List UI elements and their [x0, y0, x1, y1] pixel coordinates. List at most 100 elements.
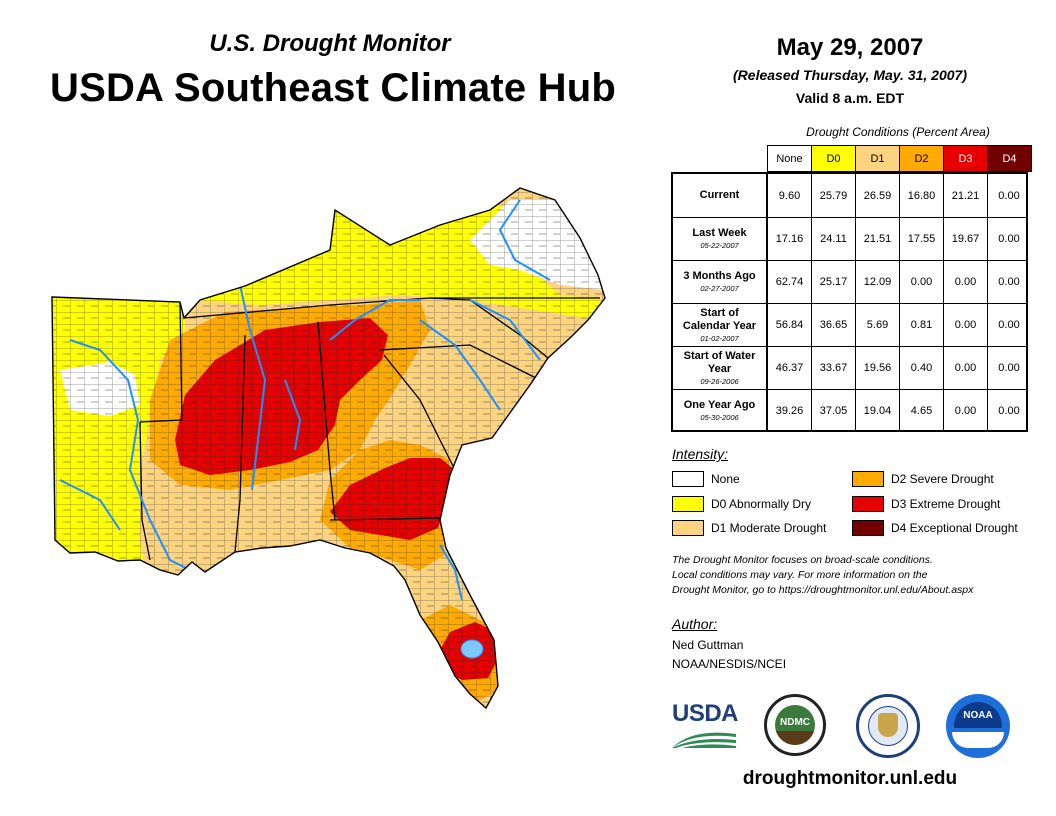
legend-label: D4 Exceptional Drought [891, 521, 1018, 535]
legend-swatch [852, 520, 884, 536]
ndmc-logo-text: NDMC [780, 717, 810, 728]
table-cell: 46.37 [768, 347, 812, 389]
legend-swatch [672, 520, 704, 536]
noaa-logo-text: NOAA [963, 710, 993, 721]
release-date: (Released Thursday, May. 31, 2007) [733, 67, 967, 83]
table-cell: 39.26 [768, 390, 812, 432]
column-header-d3: D3 [943, 145, 988, 172]
table-cell: 37.05 [812, 390, 856, 432]
table-cell: 0.00 [998, 189, 1020, 202]
valid-time: Valid 8 a.m. EDT [795, 90, 905, 106]
lake-okeechobee [460, 639, 484, 659]
legend-swatch [672, 496, 704, 512]
row-label: One Year Ago 05-30-2006 [673, 390, 768, 432]
legend-swatch [852, 496, 884, 512]
table-cell: 0.81 [900, 304, 944, 346]
table-cell: 19.04 [856, 390, 900, 432]
row-label-text: 3 Months Ago [683, 270, 756, 282]
row-label: Start of Calendar Year 01-02-2007 [673, 304, 768, 346]
usda-logo-hills [672, 732, 736, 748]
row-label-text: Current [699, 189, 740, 201]
state-borders [139, 297, 600, 561]
legend-title: Intensity: [672, 446, 729, 462]
row-label: Last Week 05-22-2007 [673, 218, 768, 260]
column-header-d1: D1 [855, 145, 900, 172]
column-header-d0: D0 [811, 145, 856, 172]
table-cell: 25.17 [812, 261, 856, 303]
legend-swatch [672, 471, 704, 487]
drought-note: The Drought Monitor focuses on broad-sca… [672, 553, 1042, 598]
table-cell: 0.00 [900, 261, 944, 303]
table-cell: 21.51 [856, 218, 900, 260]
commerce-seal-logo [856, 694, 920, 758]
row-label-date: 01-02-2007 [700, 333, 739, 343]
county-lines [52, 188, 605, 708]
row-label: 3 Months Ago 02-27-2007 [673, 261, 768, 303]
column-header-d4: D4 [987, 145, 1032, 172]
table-row: Current 9.60 25.79 26.59 16.80 21.21 0.00 [673, 174, 1026, 217]
usda-logo: USDA [670, 700, 740, 750]
table-cell: 5.69 [856, 304, 900, 346]
table-cell: 25.79 [812, 174, 856, 217]
table-row: Start of Water Year 09-26-2006 46.37 33.67 1… [673, 346, 1026, 389]
author-org: NOAA/NESDIS/NCEI [672, 657, 787, 671]
table-cell: 26.59 [856, 174, 900, 217]
table-row: Start of Calendar Year 01-02-2007 56.84 36.… [673, 303, 1026, 346]
subtitle: U.S. Drought Monitor [209, 30, 451, 57]
rivers [59, 199, 551, 601]
table-cell: 0.00 [998, 405, 1020, 417]
legend-label: D0 Abnormally Dry [711, 497, 812, 511]
table-cell: 62.74 [768, 261, 812, 303]
author-name: Ned Guttman [672, 638, 744, 652]
row-label: Current [673, 174, 768, 217]
table-cell: 0.00 [944, 390, 988, 432]
table-cell: 4.65 [900, 390, 944, 432]
table-cell: 21.21 [944, 174, 988, 217]
drought-map [51, 187, 606, 709]
eagle-icon [878, 713, 898, 737]
note-line: The Drought Monitor focuses on broad-sca… [672, 554, 933, 566]
note-line: Local conditions may vary. For more info… [672, 569, 928, 581]
legend-swatch [852, 471, 884, 487]
table-cell: 36.65 [812, 304, 856, 346]
table-cell: 33.67 [812, 347, 856, 389]
legend-label: D3 Extreme Drought [891, 497, 1001, 511]
table-cell: 12.09 [856, 261, 900, 303]
row-label-date: 05-22-2007 [700, 241, 739, 250]
table-cell: 0.00 [944, 304, 988, 346]
column-header-none: None [767, 145, 812, 172]
conditions-table: Current 9.60 25.79 26.59 16.80 21.21 0.00 Last … [671, 172, 1028, 432]
table-cell: 17.16 [768, 218, 812, 260]
table-cell: 24.11 [812, 218, 856, 260]
ndmc-logo: NDMC [764, 694, 826, 756]
row-label: Start of Water Year 09-26-2006 [673, 347, 768, 389]
noaa-logo: NOAA [946, 694, 1010, 758]
map-date: May 29, 2007 [776, 34, 924, 61]
row-label-text: Last Week [692, 227, 747, 239]
table-cell: 17.55 [900, 218, 944, 260]
note-line: Drought Monitor, go to https://droughtmo… [672, 584, 974, 596]
table-row: One Year Ago 05-30-2006 39.26 37.05 19.04 4.6… [673, 389, 1026, 432]
column-header-d2: D2 [899, 145, 944, 172]
row-label-text: One Year Ago [683, 399, 756, 411]
table-cell: 56.84 [768, 304, 812, 346]
row-label-date: 05-30-2006 [700, 413, 739, 422]
footer-url[interactable]: droughtmonitor.unl.edu [742, 768, 958, 789]
ndmc-logo-inner: NDMC [775, 705, 815, 745]
table-cell: 0.00 [998, 362, 1020, 374]
legend-label: D1 Moderate Drought [711, 521, 827, 535]
table-cell: 0.00 [944, 261, 988, 303]
table-cell: 16.80 [900, 174, 944, 217]
table-cell: 0.00 [998, 319, 1020, 331]
table-cell: 19.56 [856, 347, 900, 389]
table-cell: 0.00 [998, 276, 1020, 288]
table-cell: 19.67 [944, 218, 988, 260]
row-label-text: Start of Water Year [683, 349, 756, 375]
usda-logo-text: USDA [672, 700, 739, 727]
table-cell: 0.00 [998, 233, 1020, 245]
table-row: 3 Months Ago 02-27-2007 62.74 25.17 12.09 0.0… [673, 260, 1026, 303]
row-label-date: 09-26-2006 [700, 376, 739, 386]
table-cell: 9.60 [768, 174, 812, 217]
table-cell: 0.00 [944, 347, 988, 389]
table-row: Last Week 05-22-2007 17.16 24.11 21.51 17.55 1… [673, 217, 1026, 260]
